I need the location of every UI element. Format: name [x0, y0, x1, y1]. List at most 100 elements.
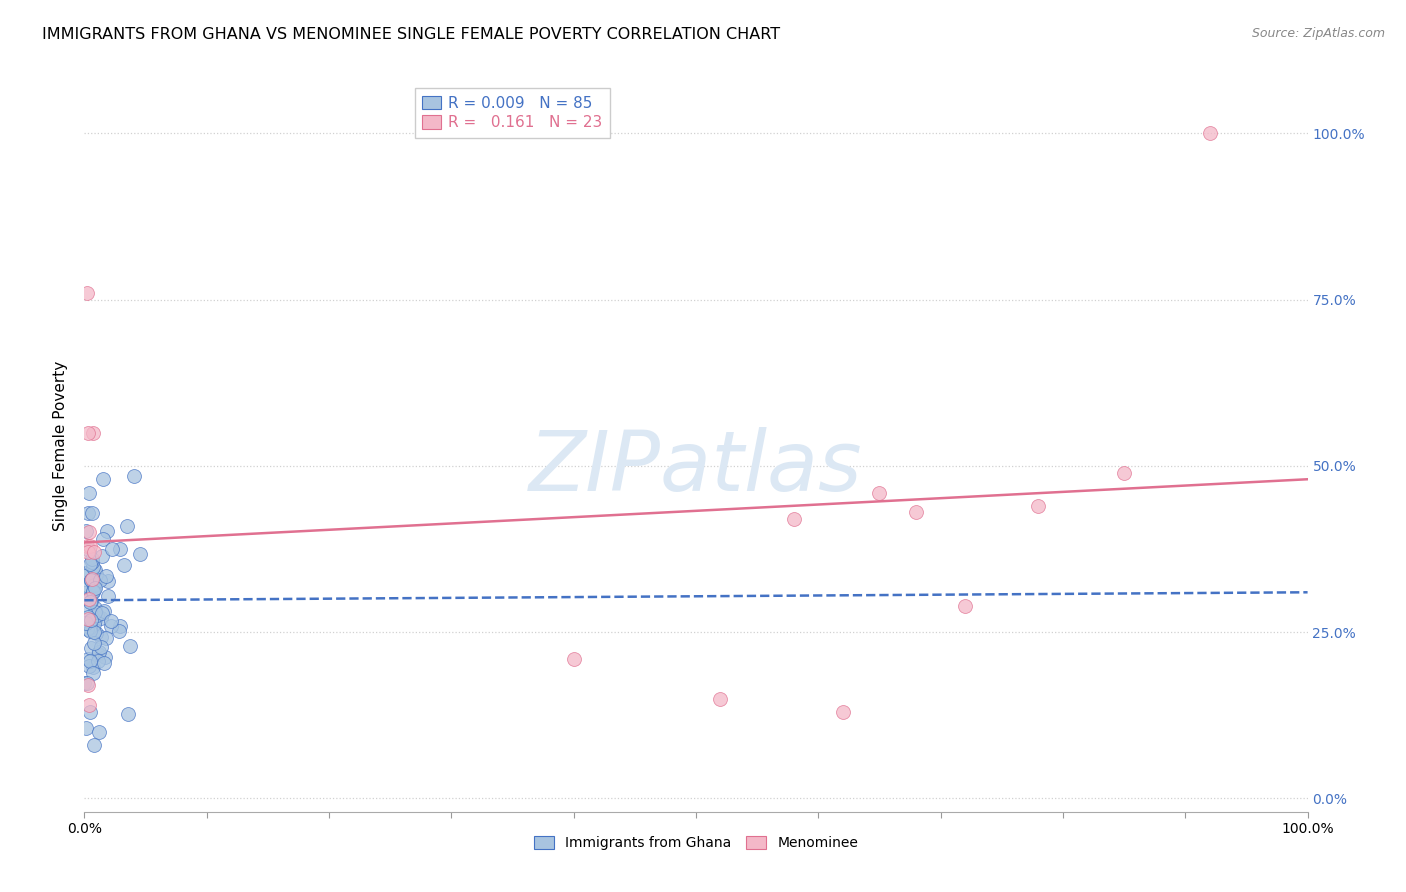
Legend: Immigrants from Ghana, Menominee: Immigrants from Ghana, Menominee [529, 830, 863, 856]
Point [79, 624, 101, 638]
Point [77, 698, 100, 713]
Point [1198, 127, 1220, 141]
Point [75, 577, 97, 591]
Point [77, 658, 100, 673]
Point [77, 506, 100, 520]
Point [79, 613, 101, 627]
Point [84, 605, 107, 619]
Point [80, 640, 103, 655]
Y-axis label: Single Female Poverty: Single Female Poverty [53, 361, 69, 531]
Point [82, 660, 104, 674]
Point [77, 545, 100, 559]
Point [91, 606, 114, 620]
Point [76, 286, 98, 301]
Point [122, 469, 145, 483]
Point [84, 626, 107, 640]
Point [77, 612, 100, 626]
Point [79, 654, 101, 668]
Point [108, 624, 131, 638]
Point [86, 654, 108, 668]
Point [562, 652, 585, 666]
Point [96, 569, 118, 583]
Point [82, 665, 104, 680]
Point [79, 543, 101, 558]
Point [79, 620, 101, 634]
Point [82, 560, 104, 574]
Point [80, 573, 103, 587]
Point [90, 549, 112, 563]
Point [79, 557, 101, 571]
Point [869, 485, 891, 500]
Point [83, 738, 105, 752]
Point [75, 605, 97, 619]
Point [76, 622, 98, 636]
Point [83, 613, 105, 627]
Point [93, 650, 115, 665]
Point [84, 582, 107, 596]
Point [83, 600, 105, 615]
Point [97, 589, 120, 603]
Point [709, 691, 731, 706]
Point [77, 485, 100, 500]
Point [90, 630, 112, 644]
Point [112, 558, 135, 573]
Point [93, 604, 115, 618]
Point [115, 519, 138, 533]
Point [77, 591, 100, 606]
Point [831, 705, 853, 719]
Point [117, 706, 139, 721]
Point [73, 675, 96, 690]
Point [82, 552, 104, 566]
Point [83, 636, 105, 650]
Point [75, 586, 97, 600]
Point [79, 595, 101, 609]
Point [86, 607, 108, 622]
Point [83, 545, 105, 559]
Text: IMMIGRANTS FROM GHANA VS MENOMINEE SINGLE FEMALE POVERTY CORRELATION CHART: IMMIGRANTS FROM GHANA VS MENOMINEE SINGL… [42, 27, 780, 42]
Text: ZIPatlas: ZIPatlas [529, 427, 863, 508]
Point [108, 619, 131, 633]
Point [89, 573, 111, 587]
Point [79, 539, 101, 553]
Point [90, 640, 112, 654]
Point [82, 555, 104, 569]
Point [100, 619, 122, 633]
Point [83, 582, 105, 597]
Point [108, 541, 131, 556]
Point [76, 675, 98, 690]
Point [1114, 466, 1136, 480]
Point [84, 563, 107, 577]
Point [101, 542, 124, 557]
Point [82, 585, 104, 599]
Point [82, 425, 104, 440]
Point [77, 525, 100, 540]
Point [129, 547, 152, 561]
Point [84, 567, 107, 582]
Point [83, 616, 105, 631]
Point [77, 425, 100, 440]
Point [90, 611, 112, 625]
Point [100, 614, 122, 628]
Point [75, 615, 97, 630]
Point [89, 645, 111, 659]
Point [905, 506, 928, 520]
Point [82, 584, 104, 599]
Point [80, 572, 103, 586]
Point [96, 524, 118, 538]
Point [83, 577, 105, 591]
Point [1028, 499, 1050, 513]
Point [79, 705, 101, 719]
Point [76, 652, 98, 666]
Point [76, 539, 98, 553]
Point [91, 472, 114, 486]
Point [91, 532, 114, 546]
Point [73, 569, 96, 583]
Point [82, 507, 104, 521]
Point [87, 647, 110, 661]
Point [75, 524, 97, 538]
Point [953, 599, 976, 613]
Point [80, 573, 103, 587]
Point [77, 592, 100, 607]
Point [118, 639, 141, 653]
Point [97, 574, 120, 588]
